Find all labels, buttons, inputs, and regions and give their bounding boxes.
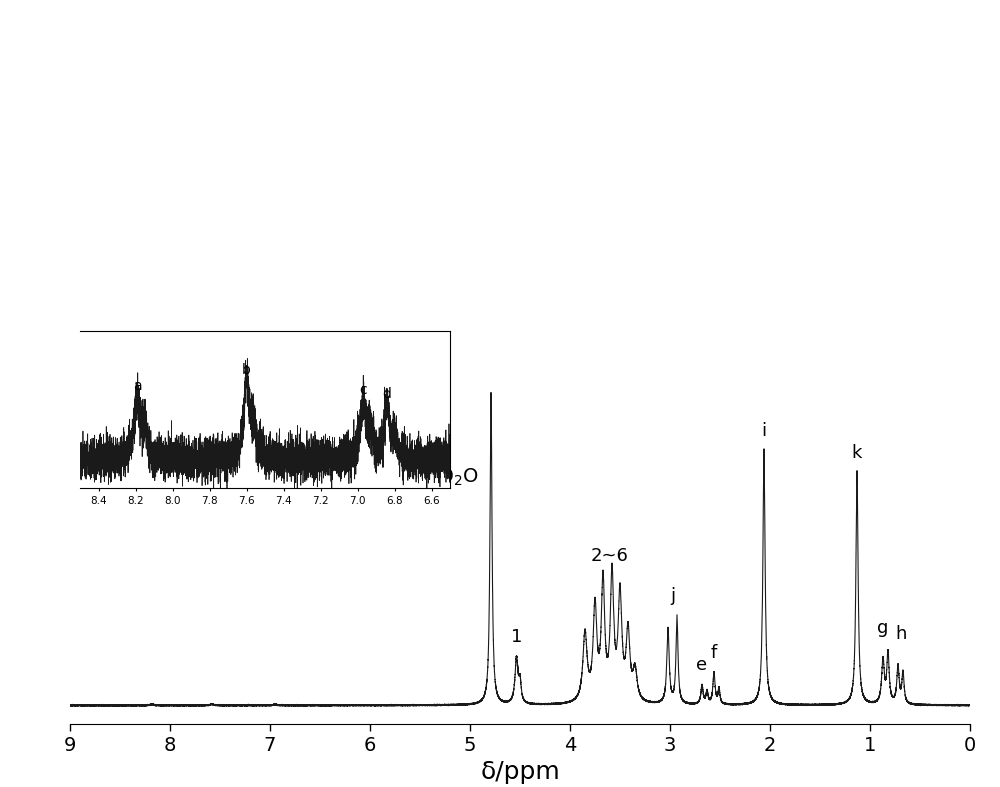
Text: i: i bbox=[761, 422, 767, 440]
Text: b: b bbox=[242, 364, 251, 377]
Text: d: d bbox=[383, 386, 392, 401]
Text: 2~6: 2~6 bbox=[591, 547, 629, 565]
Text: 1: 1 bbox=[511, 628, 522, 646]
Text: a: a bbox=[133, 379, 142, 394]
X-axis label: δ/ppm: δ/ppm bbox=[480, 760, 560, 785]
Text: f: f bbox=[711, 644, 717, 662]
Text: g: g bbox=[877, 619, 889, 637]
Text: e: e bbox=[696, 656, 708, 674]
Text: c: c bbox=[359, 382, 367, 397]
Text: k: k bbox=[852, 444, 862, 462]
Text: h: h bbox=[895, 625, 907, 643]
Text: j: j bbox=[670, 587, 676, 605]
Text: D$_2$O: D$_2$O bbox=[438, 467, 479, 488]
